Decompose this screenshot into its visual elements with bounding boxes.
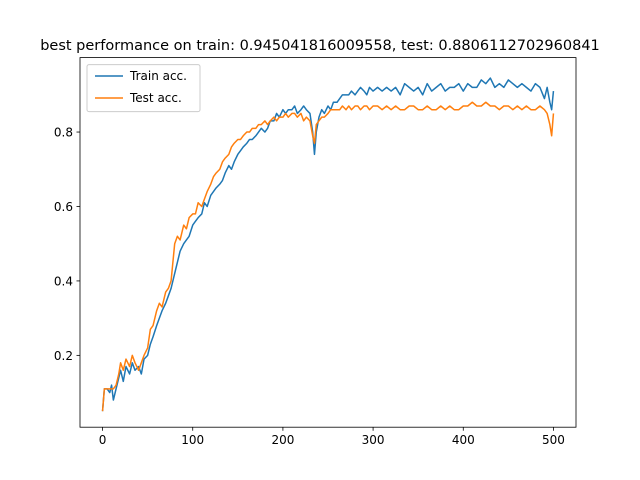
x-tick-label: 200 [271, 433, 294, 447]
y-tick-label: 0.8 [54, 126, 73, 140]
chart-title: best performance on train: 0.94504181600… [40, 38, 600, 54]
legend: Train acc. Test acc. [86, 64, 201, 113]
x-tick-label: 100 [181, 433, 204, 447]
x-tick-label: 300 [362, 433, 385, 447]
y-tick-label: 0.6 [54, 200, 73, 214]
legend-label-train: Train acc. [129, 69, 187, 83]
series-line-0 [101, 77, 555, 412]
x-axis: 0 100 200 300 400 500 [99, 427, 565, 447]
plot-area [101, 77, 555, 412]
series-line-1 [101, 101, 555, 412]
y-tick-label: 0.2 [54, 349, 73, 363]
y-tick-label: 0.4 [54, 274, 73, 288]
y-axis: 0.2 0.4 0.6 0.8 [54, 126, 80, 363]
x-tick-label: 0 [99, 433, 107, 447]
x-tick-label: 400 [452, 433, 475, 447]
legend-label-test: Test acc. [129, 91, 182, 105]
x-tick-label: 500 [542, 433, 565, 447]
axes-frame [79, 57, 577, 428]
